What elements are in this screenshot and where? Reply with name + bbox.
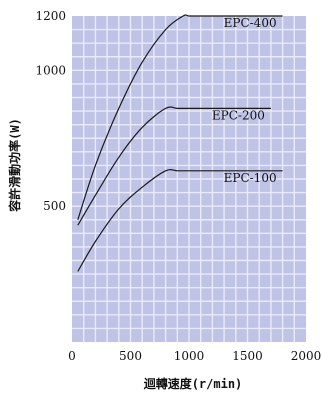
x-tick-label: 2000 [291,349,322,363]
y-tick-label: 500 [43,199,66,213]
series-line-epc-400 [77,14,283,220]
grid [72,16,306,342]
x-tick-label: 500 [119,349,142,363]
y-tick-label: 1000 [35,63,66,77]
x-axis-title: 迴轉速度(r/min) [143,376,243,391]
series-label-epc-100: EPC-100 [224,171,277,185]
x-tick-label: 1000 [174,349,205,363]
x-tick-label: 1500 [232,349,263,363]
series-line-epc-100 [77,169,283,272]
series-labels: EPC-400 EPC-200 EPC-100 [212,16,277,185]
x-axis-ticks: 0 500 1000 1500 2000 [68,349,321,363]
y-tick-label: 1200 [35,9,66,23]
y-axis-title: 容許滑動功率(W) [7,118,22,213]
series-label-epc-400: EPC-400 [224,16,277,30]
y-axis-ticks: 500 1000 1200 [35,9,66,213]
series-line-epc-200 [77,106,271,226]
x-tick-label: 0 [68,349,76,363]
series-lines [77,14,283,272]
series-label-epc-200: EPC-200 [212,108,265,122]
